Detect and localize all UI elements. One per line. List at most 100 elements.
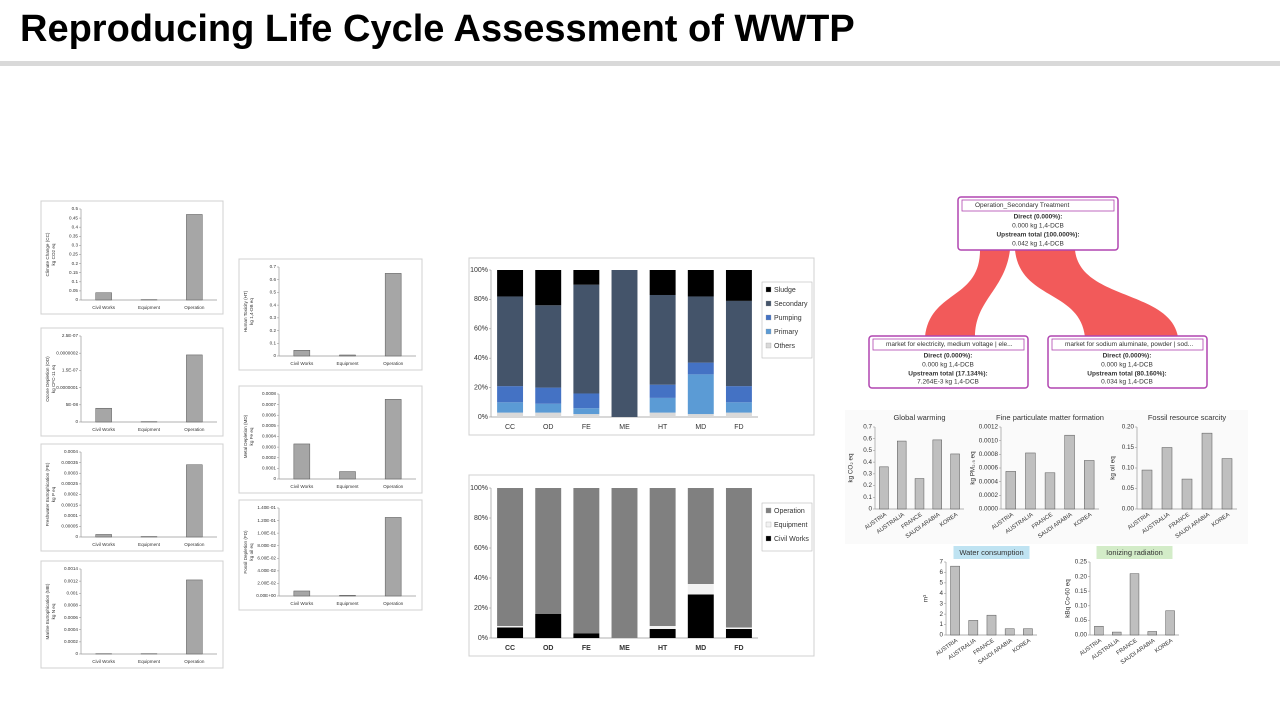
bar (932, 439, 942, 510)
y-tick-label: 0.7 (270, 264, 277, 269)
node-title: Operation_Secondary Treatment (975, 202, 1069, 209)
node-text: Upstream total (17.134%): (908, 371, 987, 378)
bar (1044, 472, 1056, 510)
y-axis-label: m³ (923, 595, 930, 602)
y-tick-label: 0.2 (270, 328, 277, 333)
x-tick-label: Operation (383, 601, 404, 606)
y-tick-label: 1.5E-07 (62, 368, 79, 373)
bar (1005, 471, 1016, 510)
x-tick-label: Operation (184, 659, 205, 664)
y-axis-unit: kg 1,4-DB eq (249, 298, 254, 325)
y-tick-label: 0.0012 (64, 578, 78, 583)
node-text: Upstream total (100.000%): (996, 232, 1079, 239)
bar (1141, 469, 1153, 510)
y-tick-label: 0.0006 (262, 412, 276, 417)
y-tick-label: 80% (474, 296, 488, 303)
y-axis-label: Marine Eutrophication (ME) (45, 583, 50, 639)
bar-segment (573, 408, 600, 415)
x-tick-label: Operation (184, 542, 205, 547)
y-tick-label: 0.0007 (262, 402, 276, 407)
x-tick-label: Civil Works (290, 484, 314, 489)
y-tick-label: 2.5E-07 (62, 333, 79, 338)
y-tick-label: 0.5 (270, 290, 277, 295)
y-tick-label: 40% (474, 355, 488, 362)
y-tick-label: 1.40E-01 (257, 505, 276, 510)
y-tick-label: 1.00E-01 (257, 530, 276, 535)
x-tick-label: ME (619, 424, 630, 431)
bar-segment (649, 629, 676, 638)
legend-swatch (765, 314, 772, 321)
y-tick-label: 0.3 (72, 243, 79, 248)
flow (925, 250, 1010, 337)
bar (1094, 625, 1104, 636)
bar (1023, 628, 1033, 636)
flow (1015, 250, 1178, 337)
y-tick-label: 0.15 (1075, 588, 1088, 595)
y-tick-label: 2.00E-02 (257, 581, 276, 586)
y-tick-label: 0.0003 (64, 470, 78, 475)
y-tick-label: 0 (75, 419, 78, 424)
bar-segment (573, 284, 600, 394)
y-tick-label: 0.0008 (979, 451, 999, 458)
node: market for sodium aluminate, powder | so… (1047, 335, 1208, 389)
y-tick-label: 0.0008 (64, 603, 78, 608)
bar-segment (497, 296, 524, 387)
y-tick-label: 0.20 (1122, 424, 1135, 431)
x-tick-label: Civil Works (92, 427, 116, 432)
bar-segment (497, 386, 524, 403)
y-tick-label: 8.00E-02 (257, 543, 276, 548)
legend-label: Sludge (774, 287, 796, 294)
bar-segment (649, 294, 676, 385)
y-tick-label: 0 (868, 506, 872, 513)
bar-segment (497, 270, 524, 297)
y-tick-label: 0.6 (270, 277, 277, 282)
x-tick-label: Operation (184, 305, 205, 310)
bar-segment (725, 386, 752, 403)
y-tick-label: 3 (939, 600, 943, 607)
x-tick-label: FE (582, 424, 591, 431)
y-tick-label: 0 (273, 353, 276, 358)
bar (1084, 460, 1095, 510)
y-tick-label: 0.0004 (64, 627, 78, 632)
chart-title: Water consumption (959, 548, 1023, 557)
legend-label: Secondary (774, 301, 808, 308)
y-tick-label: 0.0002 (262, 455, 276, 460)
y-tick-label: 0.0004 (979, 478, 999, 485)
bar (384, 399, 402, 480)
y-tick-label: 0.7 (863, 424, 872, 431)
y-tick-label: 0.0004 (64, 449, 78, 454)
bar (1221, 458, 1233, 510)
y-tick-label: 0.0002 (64, 639, 78, 644)
bar (1161, 447, 1173, 510)
y-tick-label: 0.001 (67, 591, 79, 596)
x-tick-label: MD (695, 424, 706, 431)
bar (293, 350, 311, 357)
y-tick-label: 6.00E-02 (257, 556, 276, 561)
legend-swatch (765, 300, 772, 307)
y-tick-label: 100% (470, 485, 488, 492)
bar-segment (649, 412, 676, 417)
legend-label: Primary (774, 329, 799, 336)
bar (1201, 432, 1213, 510)
y-tick-label: 0.35 (69, 234, 78, 239)
y-tick-label: 0.0006 (979, 465, 999, 472)
x-tick-label: ME (619, 645, 630, 652)
y-tick-label: 0.0000002 (56, 350, 78, 355)
x-tick-label: Operation (383, 361, 404, 366)
y-tick-label: 0.0014 (64, 566, 78, 571)
bar (879, 466, 889, 510)
y-tick-label: 60% (474, 545, 488, 552)
legend-label: Civil Works (774, 536, 809, 543)
y-tick-label: 0.20 (1075, 573, 1088, 580)
y-tick-label: 0.3 (270, 315, 277, 320)
x-tick-label: Equipment (138, 542, 161, 547)
y-tick-label: 0.0004 (262, 434, 276, 439)
y-tick-label: 0.0010 (979, 437, 999, 444)
y-tick-label: 0.25 (1075, 559, 1088, 566)
bar-segment (573, 270, 600, 285)
y-tick-label: 6 (939, 569, 943, 576)
node-text: 0.000 kg 1,4-DCB (1101, 362, 1153, 369)
bar (914, 478, 925, 510)
y-tick-label: 0.10 (1075, 602, 1088, 609)
